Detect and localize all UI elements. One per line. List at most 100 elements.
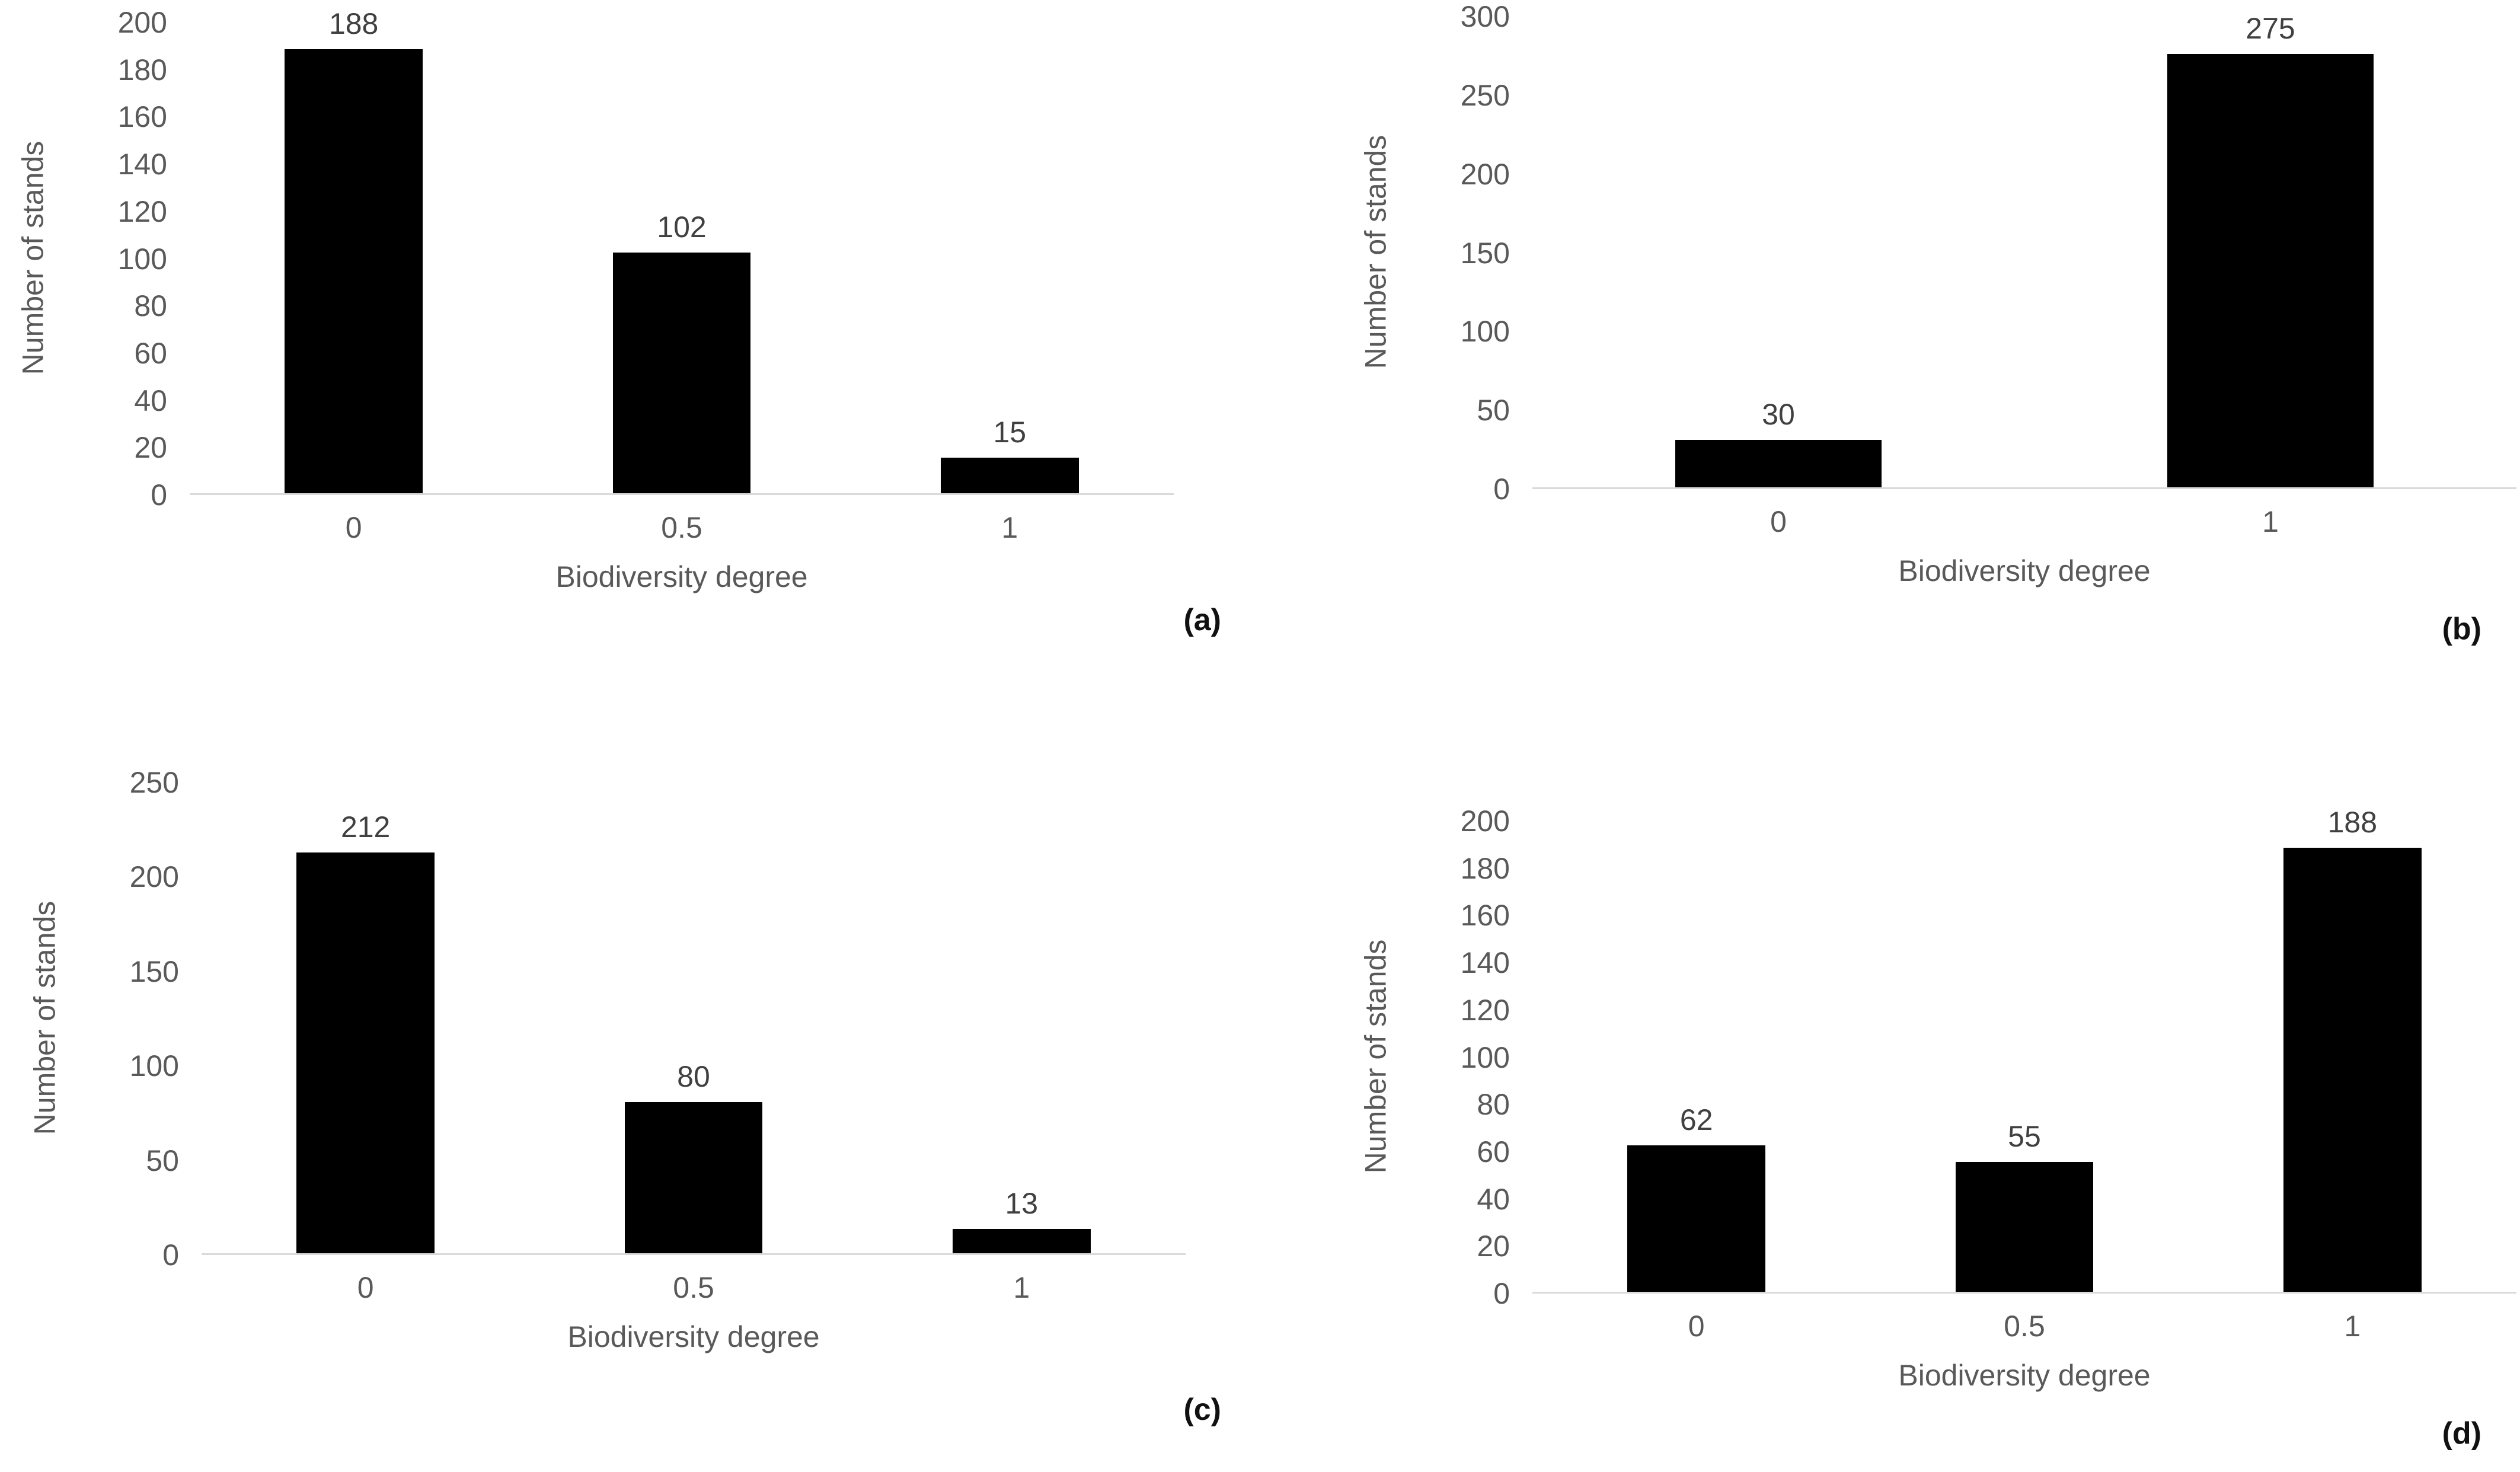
- bar: [2283, 847, 2422, 1292]
- y-tick-label: 100: [1460, 1040, 1510, 1074]
- y-tick-label: 40: [134, 384, 167, 417]
- y-tick-label: 200: [129, 860, 179, 894]
- y-axis-title-wrap: Number of stands: [12, 21, 53, 495]
- x-tick-label: 0: [1688, 1310, 1705, 1343]
- chart-c: Number of stands 0 50 100 150 200 250 212 80 13…: [24, 768, 1260, 1365]
- bar-value-label: 30: [1762, 398, 1795, 432]
- bar-value-label: 102: [657, 210, 707, 244]
- panel-label: (a): [1183, 603, 1221, 637]
- bar-value-label: 62: [1679, 1103, 1713, 1136]
- bar: [612, 252, 751, 493]
- bar-value-label: 80: [677, 1059, 710, 1093]
- y-axis-title: Number of stands: [28, 901, 62, 1135]
- y-tick-label: 180: [117, 53, 167, 87]
- x-axis-ticks: 0 0.5 1: [202, 1255, 1186, 1311]
- x-tick-label: 0.5: [661, 511, 702, 544]
- panel-label: (d): [2442, 1416, 2481, 1451]
- y-axis-ticks: 0 20 40 60 80 100 120 140 160 180 200: [53, 8, 190, 510]
- y-tick-label: 100: [129, 1049, 179, 1083]
- y-axis-ticks: 0 50 100 150 200 250 300: [1396, 2, 1532, 504]
- y-tick-label: 80: [1477, 1088, 1510, 1122]
- x-tick-label: 0: [345, 511, 362, 544]
- bar: [953, 1228, 1091, 1253]
- x-tick-label: 0: [357, 1271, 374, 1304]
- bar: [1627, 1145, 1765, 1292]
- y-tick-label: 50: [146, 1144, 179, 1177]
- bar: [1675, 440, 1882, 487]
- y-tick-label: 140: [117, 148, 167, 181]
- x-tick-label: 1: [2262, 505, 2279, 538]
- y-axis-ticks: 0 20 40 60 80 100 120 140 160 180 200: [1396, 806, 1532, 1308]
- y-tick-label: 160: [1460, 899, 1510, 933]
- y-tick-label: 40: [1477, 1182, 1510, 1216]
- chart-a: Number of stands 0 20 40 60 80 100 120 140 160 18…: [12, 8, 1260, 605]
- x-axis-ticks: 0 0.5 1: [1532, 1294, 2516, 1350]
- bar-value-label: 15: [993, 416, 1027, 449]
- bar-value-label: 13: [1005, 1186, 1039, 1220]
- plot-area: 62 55 188: [1532, 807, 2516, 1294]
- y-tick-label: 200: [117, 6, 167, 39]
- y-axis-title-wrap: Number of stands: [1355, 819, 1396, 1294]
- y-tick-label: 20: [134, 431, 167, 465]
- y-tick-label: 200: [1460, 157, 1510, 191]
- bar-value-label: 188: [328, 7, 379, 40]
- y-tick-label: 120: [1460, 993, 1510, 1027]
- chart-b: Number of stands 0 50 100 150 200 250 300 30 27…: [1355, 2, 2520, 599]
- y-tick-label: 100: [1460, 315, 1510, 349]
- y-tick-label: 160: [117, 100, 167, 134]
- x-axis-title: Biodiversity degree: [555, 560, 808, 593]
- y-tick-label: 300: [1460, 0, 1510, 33]
- bar-value-label: 212: [340, 810, 391, 844]
- y-tick-label: 0: [1493, 472, 1510, 506]
- bar: [624, 1101, 763, 1253]
- x-tick-label: 0.5: [673, 1271, 714, 1304]
- y-axis-title: Number of stands: [16, 141, 50, 375]
- x-tick-label: 1: [1001, 511, 1018, 544]
- bar-value-label: 188: [2327, 805, 2378, 839]
- y-tick-label: 140: [1460, 946, 1510, 980]
- y-axis-title: Number of stands: [1359, 939, 1392, 1174]
- x-axis-title: Biodiversity degree: [1898, 1359, 2151, 1392]
- x-tick-label: 0.5: [2004, 1310, 2045, 1343]
- bar: [941, 458, 1079, 493]
- x-axis-title: Biodiversity degree: [1898, 554, 2151, 587]
- bar-value-label: 55: [2008, 1119, 2041, 1153]
- y-tick-label: 200: [1460, 804, 1510, 838]
- y-tick-label: 80: [134, 289, 167, 323]
- plot-area: 30 275: [1532, 12, 2516, 489]
- x-axis-title: Biodiversity degree: [567, 1320, 820, 1353]
- y-tick-label: 180: [1460, 851, 1510, 885]
- chart-panel-c: Number of stands 0 50 100 150 200 250 212 80 13…: [0, 736, 1260, 1472]
- y-axis-ticks: 0 50 100 150 200 250: [65, 768, 202, 1270]
- y-axis-title: Number of stands: [1359, 135, 1392, 369]
- y-tick-label: 50: [1477, 394, 1510, 427]
- chart-panel-d: Number of stands 0 20 40 60 80 100 120 140 160 18…: [1260, 736, 2520, 1472]
- y-tick-label: 0: [1493, 1277, 1510, 1310]
- plot-area: 212 80 13: [202, 781, 1186, 1255]
- y-tick-label: 150: [1460, 236, 1510, 270]
- y-tick-label: 0: [162, 1238, 179, 1272]
- x-tick-label: 0: [1770, 505, 1787, 538]
- panel-label: (b): [2442, 612, 2481, 646]
- panel-label: (c): [1183, 1393, 1221, 1427]
- y-tick-label: 60: [134, 336, 167, 370]
- y-axis-title-wrap: Number of stands: [24, 781, 65, 1255]
- bar-value-label: 275: [2246, 12, 2295, 46]
- y-tick-label: 250: [129, 766, 179, 799]
- y-tick-label: 120: [117, 194, 167, 228]
- plot-area: 188 102 15: [190, 9, 1174, 495]
- y-tick-label: 100: [117, 242, 167, 276]
- y-tick-label: 20: [1477, 1230, 1510, 1263]
- y-tick-label: 150: [129, 954, 179, 988]
- bar: [285, 49, 423, 493]
- x-tick-label: 1: [2344, 1310, 2361, 1343]
- y-tick-label: 0: [151, 478, 167, 512]
- chart-d: Number of stands 0 20 40 60 80 100 120 140 160 18…: [1355, 806, 2520, 1403]
- y-tick-label: 60: [1477, 1135, 1510, 1168]
- chart-panel-a: Number of stands 0 20 40 60 80 100 120 140 160 18…: [0, 0, 1260, 736]
- y-tick-label: 250: [1460, 78, 1510, 112]
- chart-panel-b: Number of stands 0 50 100 150 200 250 300 30 27…: [1260, 0, 2520, 736]
- x-axis-ticks: 0 0.5 1: [190, 495, 1174, 551]
